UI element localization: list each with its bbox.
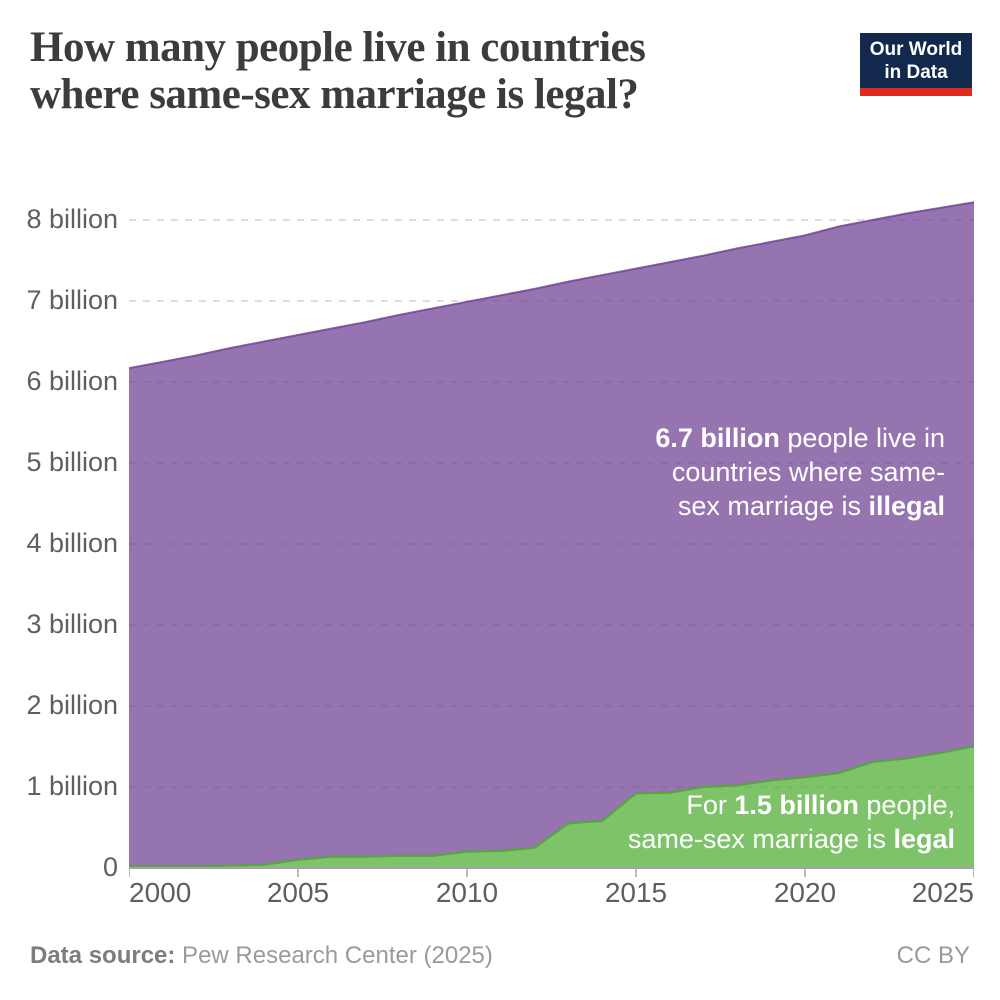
chart-title-line2: where same-sex marriage is legal? <box>30 71 639 118</box>
owid-logo-text: Our World in Data <box>860 33 972 88</box>
y-axis-label-1-billion: 1 billion <box>26 770 118 801</box>
y-axis-label-2-billion: 2 billion <box>26 689 118 720</box>
y-axis-label-8-billion: 8 billion <box>26 203 118 234</box>
y-axis-label-4-billion: 4 billion <box>26 527 118 558</box>
license-badge: CC BY <box>896 942 970 969</box>
legal-boundary-line <box>129 745 974 868</box>
stacked-area-chart <box>129 201 974 877</box>
y-axis-label-6-billion: 6 billion <box>26 365 118 396</box>
legal-annotation-line1: For 1.5 billion people, <box>628 788 955 822</box>
illegal-annotation-line1: 6.7 billion people live in <box>655 421 945 455</box>
x-axis-label-2015: 2015 <box>604 877 668 908</box>
data-source: Data source: Pew Research Center (2025) <box>30 942 493 970</box>
chart-title: How many people live in countries where s… <box>30 24 646 118</box>
y-axis-label-3-billion: 3 billion <box>26 608 118 639</box>
x-axis-label-2005: 2005 <box>266 877 330 908</box>
owid-logo-line1: Our World <box>869 39 963 60</box>
x-axis-label-2010: 2010 <box>435 877 499 908</box>
owid-logo-line2: in Data <box>884 62 948 83</box>
chart-footer: Data source: Pew Research Center (2025) … <box>30 942 970 970</box>
illegal-line2-text: countries where same- <box>671 457 945 487</box>
illegal-line3-rest: sex marriage is <box>677 491 869 521</box>
illegal-annotation-line2: countries where same- <box>655 455 945 489</box>
y-axis-label-0: 0 <box>102 851 118 882</box>
illegal-area <box>129 202 974 867</box>
x-axis-label-2025: 2025 <box>911 877 974 908</box>
legal-value: 1.5 billion <box>734 790 859 820</box>
illegal-area-annotation: 6.7 billion people live in countries whe… <box>655 421 945 523</box>
data-source-value: Pew Research Center (2025) <box>175 942 493 969</box>
y-axis-label-7-billion: 7 billion <box>26 284 118 315</box>
illegal-value: 6.7 billion <box>655 423 780 453</box>
illegal-keyword: illegal <box>868 491 945 521</box>
legal-area <box>129 746 974 868</box>
x-axis-label-2000: 2000 <box>129 877 192 908</box>
owid-logo: Our World in Data <box>860 33 972 96</box>
illegal-annotation-line3: sex marriage is illegal <box>655 489 945 523</box>
owid-logo-red-bar <box>860 88 972 96</box>
illegal-line1-rest: people live in <box>779 423 945 453</box>
y-axis-label-5-billion: 5 billion <box>26 446 118 477</box>
legal-line1-rest: people, <box>858 790 955 820</box>
legal-line1-pre: For <box>686 790 735 820</box>
data-source-label: Data source: <box>30 942 176 969</box>
legal-annotation-line2: same-sex marriage is legal <box>628 822 955 856</box>
legal-line2-rest: same-sex marriage is <box>627 824 894 854</box>
x-axis-label-2020: 2020 <box>773 877 837 908</box>
legal-area-annotation: For 1.5 billion people, same-sex marriag… <box>628 788 955 856</box>
legal-keyword: legal <box>893 824 955 854</box>
world-population-line <box>129 201 974 370</box>
chart-title-line1: How many people live in countries <box>30 24 646 71</box>
